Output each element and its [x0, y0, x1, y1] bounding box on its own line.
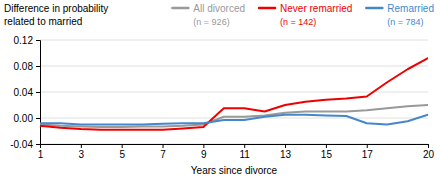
x-tick-label: 3	[79, 149, 85, 160]
x-tick-label: 15	[321, 149, 333, 160]
x-tick-label: 7	[160, 149, 166, 160]
x-tick: 1	[38, 144, 44, 160]
grid	[40, 40, 428, 144]
legend-swatch	[172, 7, 188, 10]
x-tick-mark	[122, 144, 123, 148]
legend-swatch	[366, 7, 382, 10]
y-axis-line	[36, 41, 41, 145]
x-tick-label: 9	[201, 149, 207, 160]
x-tick: 11	[240, 144, 251, 160]
y-tick-label: 0.08	[14, 61, 34, 72]
legend-label: Never remarried	[280, 3, 352, 14]
x-tick-mark	[367, 144, 368, 148]
y-tick: 0.12	[14, 35, 40, 46]
x-tick-label: 20	[423, 149, 435, 160]
y-tick: 0.08	[14, 61, 40, 72]
legend-annotation: (n = 784)	[387, 17, 423, 27]
y-tick-mark	[36, 40, 40, 41]
legend-label: Remarried	[387, 3, 434, 14]
legend-item: All divorced (n = 926)	[172, 3, 245, 27]
x-tick: 15	[321, 144, 333, 160]
x-axis: 135791113151720	[38, 144, 435, 160]
x-tick-label: 17	[362, 149, 374, 160]
x-axis-line	[41, 145, 429, 149]
series-line	[40, 58, 428, 130]
x-tick-mark	[81, 144, 82, 148]
grid-line	[40, 40, 428, 41]
y-tick: 0.00	[14, 113, 40, 124]
x-tick-label: 5	[119, 149, 125, 160]
y-tick-mark	[36, 144, 40, 145]
y-tick: -0.04	[10, 139, 40, 150]
legend-item: Never remarried (n = 142)	[259, 3, 352, 27]
x-tick: 5	[119, 144, 125, 160]
x-tick-mark	[285, 144, 286, 148]
plot: 135791113151720-0.040.000.040.080.12	[10, 35, 434, 160]
x-tick-mark	[244, 144, 245, 148]
x-tick: 20	[423, 144, 435, 160]
lines	[40, 58, 428, 130]
y-tick-mark	[36, 92, 40, 93]
chart-container: 135791113151720-0.040.000.040.080.12Year…	[0, 0, 440, 178]
x-tick-mark	[428, 144, 429, 148]
legend-annotation: (n = 926)	[193, 17, 229, 27]
subtitle: related to married	[4, 16, 82, 27]
x-tick: 9	[201, 144, 207, 160]
legend-annotation: (n = 142)	[280, 17, 316, 27]
x-tick-label: 1	[38, 149, 44, 160]
y-tick-label: 0.04	[14, 87, 34, 98]
y-tick-label: 0.12	[14, 35, 34, 46]
legend-swatch	[259, 7, 275, 10]
y-tick-label: 0.00	[14, 113, 34, 124]
grid-line	[40, 66, 428, 67]
legend-item: Remarried (n = 784)	[366, 3, 434, 27]
legend: All divorced (n = 926) Never remarried (n =…	[172, 3, 434, 27]
x-tick-label: 11	[240, 149, 251, 160]
x-tick-mark	[203, 144, 204, 148]
legend-label: All divorced	[193, 3, 245, 14]
x-tick-mark	[163, 144, 164, 148]
chart-svg: 135791113151720-0.040.000.040.080.12Year…	[0, 0, 440, 178]
y-axis: -0.04 0.00 0.04 0.08 0.12	[10, 35, 40, 150]
x-tick: 13	[280, 144, 292, 160]
title: Difference in probability	[4, 3, 108, 14]
y-tick-label: -0.04	[10, 139, 33, 150]
x-axis-label: Years since divorce	[191, 165, 278, 176]
x-tick: 7	[160, 144, 166, 160]
grid-line	[40, 92, 428, 93]
y-tick-mark	[36, 66, 40, 67]
y-tick: 0.04	[14, 87, 40, 98]
x-tick-mark	[326, 144, 327, 148]
y-tick-mark	[36, 118, 40, 119]
series-line	[40, 115, 428, 125]
x-tick: 17	[362, 144, 374, 160]
x-tick-label: 13	[280, 149, 292, 160]
x-tick: 3	[79, 144, 85, 160]
